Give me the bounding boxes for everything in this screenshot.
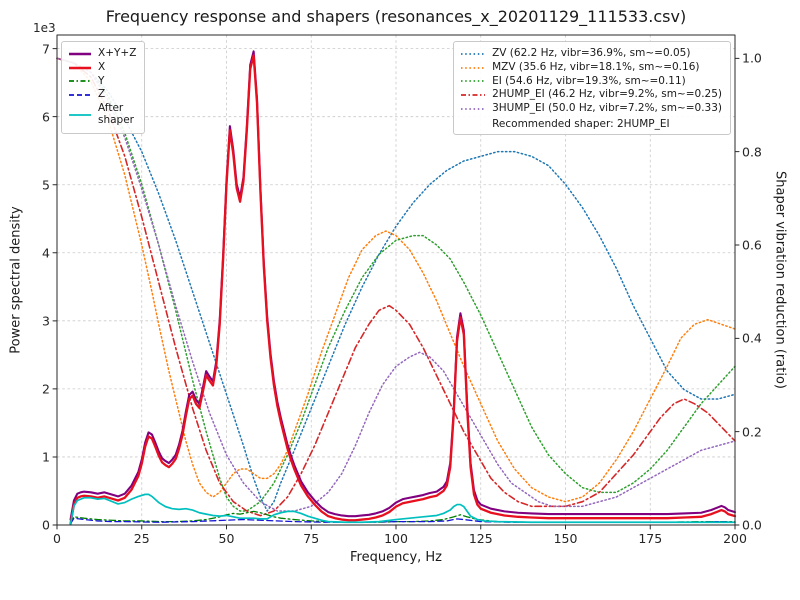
legend-item: EI (54.6 Hz, vibr=19.3%, sm~=0.11) [460, 74, 722, 88]
legend-item-label: MZV (35.6 Hz, vibr=18.1%, sm~=0.16) [492, 60, 700, 73]
legend-item-label: ZV (62.2 Hz, vibr=36.9%, sm~=0.05) [492, 47, 691, 59]
x-tick-label: 0 [53, 531, 61, 546]
legend-item: MZV (35.6 Hz, vibr=18.1%, sm~=0.16) [460, 60, 722, 74]
y-left-tick-label: 0 [42, 517, 50, 533]
y-right-tick-label: 0.4 [742, 330, 762, 346]
legend-line-sample [461, 94, 486, 97]
y-left-tick-label: 5 [42, 177, 50, 193]
legend-item-label: After shaper [98, 102, 135, 126]
y-right-tick-label: 0.2 [742, 424, 762, 440]
x-tick-label: 125 [468, 531, 493, 546]
legend-shapers: ZV (62.2 Hz, vibr=36.9%, sm~=0.05) MZV (3… [453, 41, 731, 135]
legend-line-sample [69, 94, 91, 97]
y-axis-label-left: Power spectral density [8, 206, 24, 354]
legend-item-label: X+Y+Z [98, 47, 137, 59]
y-left-tick-label: 1 [42, 449, 50, 465]
legend-line-sample [461, 80, 486, 83]
legend-item: 3HUMP_EI (50.0 Hz, vibr=7.2%, sm~=0.33) [460, 102, 722, 115]
y-right-tick-label: 0.0 [742, 517, 762, 533]
legend-item-label: EI (54.6 Hz, vibr=19.3%, sm~=0.11) [492, 74, 686, 87]
y-left-tick-label: 7 [42, 41, 50, 57]
legend-item-label: Z [98, 88, 106, 101]
recommended-shaper-note: Recommended shaper: 2HUMP_EI [492, 117, 670, 130]
legend-item: X [68, 60, 136, 74]
legend-item: 2HUMP_EI (46.2 Hz, vibr=9.2%, sm~=0.25) [460, 88, 722, 101]
y-left-tick-label: 3 [42, 313, 50, 329]
legend-line-sample [461, 107, 486, 110]
legend-line-sample [69, 80, 91, 83]
x-axis-label: Frequency, Hz [349, 550, 443, 565]
legend-item: After shaper [68, 102, 136, 127]
legend-item-label: 2HUMP_EI (46.2 Hz, vibr=9.2%, sm~=0.25) [492, 88, 722, 101]
y-left-tick-label: 4 [42, 245, 50, 261]
x-tick-label: 100 [384, 531, 408, 546]
x-tick-label: 200 [723, 531, 747, 546]
legend-psd: X+Y+Z X Y Z After shaper [61, 41, 146, 134]
legend-item-label: X [98, 60, 106, 73]
chart-title: Frequency response and shapers (resonanc… [105, 7, 687, 26]
y-left-tick-label: 2 [42, 381, 50, 397]
legend-item-label: Y [98, 74, 105, 87]
y-right-tick-label: 0.8 [742, 144, 762, 160]
x-tick-label: 75 [303, 531, 320, 546]
y-right-tick-label: 0.6 [742, 237, 762, 253]
legend-item: Z [68, 88, 136, 101]
legend-item: ZV (62.2 Hz, vibr=36.9%, sm~=0.05) [460, 47, 722, 60]
legend-item: X+Y+Z [68, 47, 137, 60]
y-right-tick-label: 1.0 [742, 50, 762, 66]
x-tick-label: 25 [133, 531, 150, 546]
legend-line-sample [461, 66, 486, 69]
axis-offset-text: 1e3 [33, 21, 56, 35]
legend-line-sample [69, 113, 91, 116]
legend-line-sample [69, 66, 91, 69]
x-tick-label: 50 [218, 531, 235, 546]
x-tick-label: 150 [553, 531, 578, 546]
legend-line-sample [461, 52, 486, 55]
legend-item-label: 3HUMP_EI (50.0 Hz, vibr=7.2%, sm~=0.33) [492, 102, 722, 114]
x-tick-label: 175 [638, 531, 663, 546]
legend-item: Y [68, 74, 136, 88]
legend-line-sample [69, 52, 91, 56]
y-left-tick-label: 6 [42, 109, 50, 125]
legend-shapers-items: ZV (62.2 Hz, vibr=36.9%, sm~=0.05) MZV (3… [460, 47, 722, 115]
y-axis-label-right: Shaper vibration reduction (ratio) [772, 171, 788, 389]
legend-psd-items: X+Y+Z X Y Z After shaper [68, 47, 137, 127]
